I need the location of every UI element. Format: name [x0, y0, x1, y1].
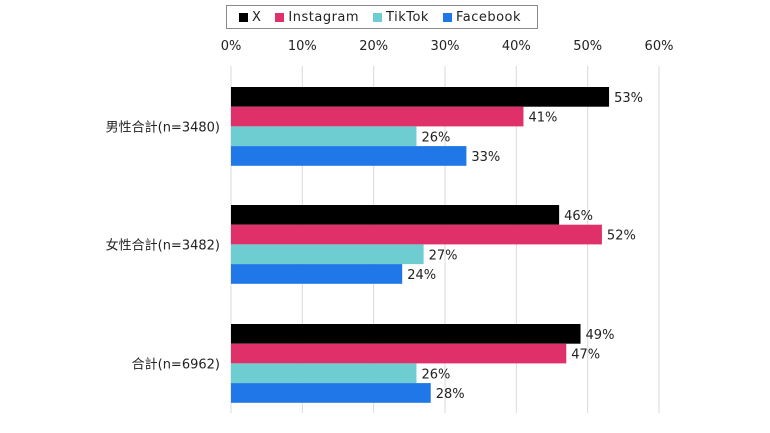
legend-item-tiktok: TikTok	[373, 10, 429, 25]
legend-label-x: X	[252, 9, 262, 25]
bar-instagram-0	[231, 106, 524, 127]
category-label: 女性合計(n=3482)	[106, 237, 220, 253]
legend-swatch-x	[239, 12, 248, 22]
bar-tiktok-0	[231, 126, 417, 147]
data-label: 27%	[429, 248, 458, 263]
bar-instagram-2	[231, 343, 567, 364]
data-label: 26%	[421, 367, 450, 382]
x-tick-label: 50%	[573, 39, 602, 54]
bar-x-2	[231, 324, 581, 344]
data-label: 47%	[571, 348, 600, 363]
bars	[231, 87, 610, 403]
x-tick-label: 60%	[645, 39, 674, 54]
bar-instagram-1	[231, 224, 602, 245]
data-label: 28%	[436, 387, 465, 402]
data-label: 41%	[528, 111, 557, 126]
legend-swatch-facebook	[442, 12, 452, 22]
legend-item-instagram: Instagram	[275, 10, 359, 25]
bar-facebook-1	[231, 264, 403, 284]
legend-label-facebook: Facebook	[455, 9, 522, 25]
legend-item-facebook: Facebook	[442, 9, 522, 25]
x-tick-label: 10%	[288, 39, 317, 54]
data-label: 49%	[586, 328, 615, 343]
legend-swatch-tiktok	[373, 12, 383, 22]
x-tick-label: 40%	[502, 39, 531, 54]
data-label: 52%	[607, 229, 636, 244]
bar-x-1	[231, 205, 560, 225]
bar-tiktok-2	[231, 363, 417, 384]
bar-tiktok-1	[231, 244, 424, 265]
x-tick-label: 20%	[359, 39, 388, 54]
category-label: 男性合計(n=3480)	[106, 119, 220, 135]
x-axis-ticks: 0% 10% 20% 30% 40% 50% 60%	[221, 39, 674, 54]
data-label: 26%	[421, 130, 450, 145]
category-labels: 男性合計(n=3480) 女性合計(n=3482) 合計(n=6962)	[106, 119, 220, 372]
data-labels: 53% 41% 26% 33% 46% 52% 27% 24% 49% 47% 26% 28%	[407, 91, 643, 402]
bar-facebook-0	[231, 146, 467, 166]
x-tick-label: 0%	[221, 39, 242, 54]
legend-label-tiktok: TikTok	[386, 9, 429, 25]
data-label: 53%	[614, 91, 643, 106]
category-label: 合計(n=6962)	[132, 356, 220, 372]
data-label: 24%	[407, 268, 436, 283]
legend: X Instagram TikTok Facebook	[226, 5, 538, 29]
bar-facebook-2	[231, 383, 431, 403]
bar-x-0	[231, 87, 610, 107]
data-label: 33%	[471, 150, 500, 165]
data-label: 46%	[564, 209, 593, 224]
legend-label-instagram: Instagram	[288, 9, 360, 25]
legend-swatch-instagram	[275, 12, 285, 22]
x-tick-label: 30%	[431, 39, 460, 54]
legend-item-x: X	[239, 10, 261, 25]
